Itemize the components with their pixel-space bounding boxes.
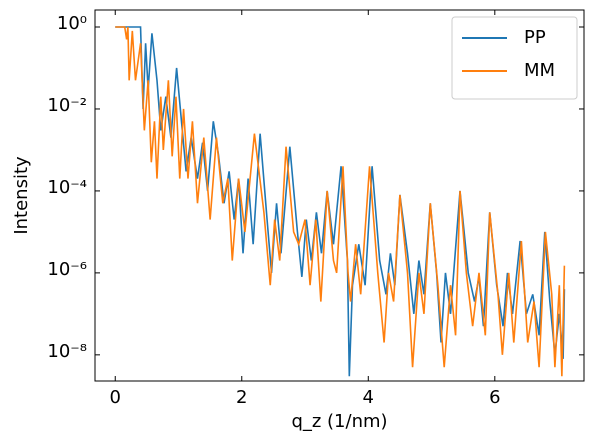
- x-tick-label: 4: [363, 387, 374, 408]
- x-tick-label: 0: [110, 387, 121, 408]
- y-tick-label: 10⁻⁴: [47, 177, 87, 198]
- y-tick-label: 10⁰: [57, 13, 87, 34]
- y-tick-label: 10⁻⁶: [47, 259, 87, 280]
- legend-label: MM: [524, 60, 555, 81]
- x-tick-label: 2: [236, 387, 247, 408]
- y-axis-label: Intensity: [11, 156, 32, 235]
- x-axis-label: q_z (1/nm): [291, 411, 387, 432]
- legend-label: PP: [524, 27, 546, 48]
- x-tick-label: 6: [489, 387, 500, 408]
- series-line: [115, 26, 566, 377]
- y-tick-label: 10⁻⁸: [47, 341, 87, 362]
- plot-frame: [94, 9, 585, 382]
- y-tick-label: 10⁻²: [47, 95, 87, 116]
- legend-box: [451, 16, 578, 100]
